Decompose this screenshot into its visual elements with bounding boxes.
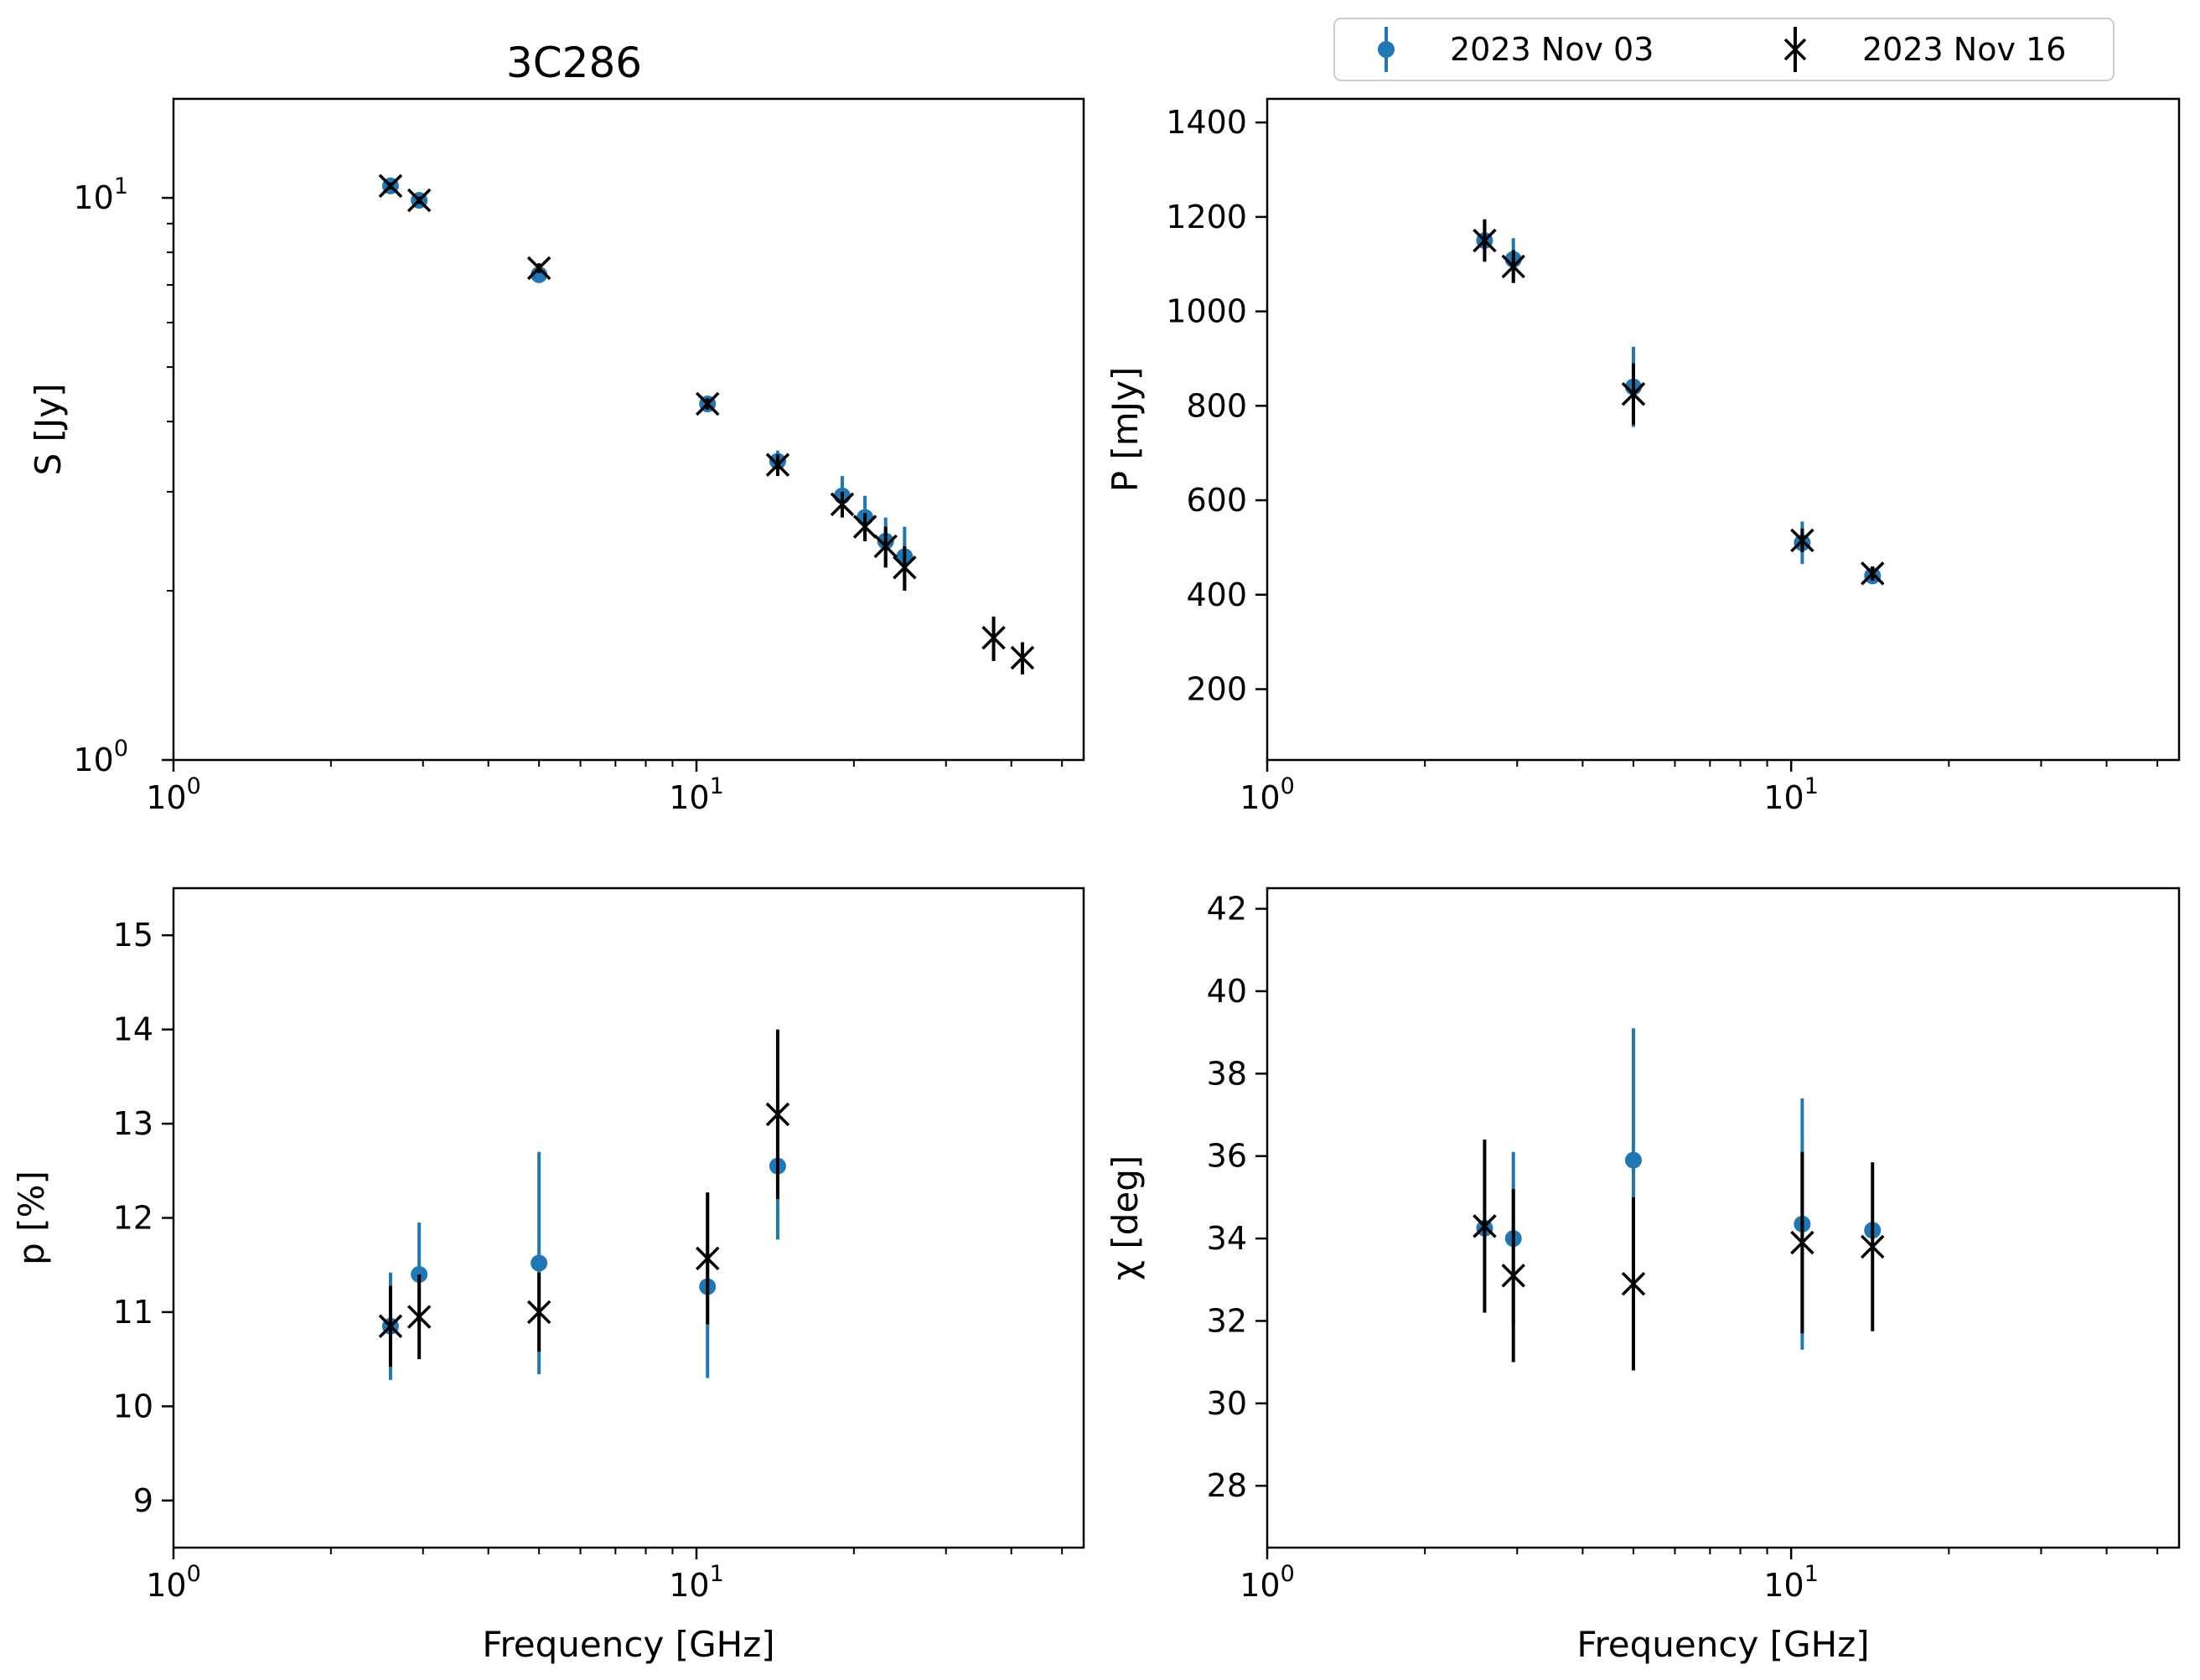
data-point [526, 256, 551, 281]
legend-box [1333, 18, 2115, 81]
y-tick-label: 100 [73, 736, 128, 778]
x-axis-label: Frequency [GHz] [1576, 1624, 1869, 1665]
y-ticks: 200 400 600 800 1000 1200 1400 [1166, 104, 1267, 707]
data-point [1473, 1214, 1497, 1238]
data-point [1621, 1271, 1646, 1296]
y-tick-label: 40 [1207, 973, 1247, 1010]
y-tick-label: 36 [1207, 1138, 1247, 1175]
data-point [695, 391, 720, 416]
data-point [1621, 381, 1646, 406]
plot-frame [172, 97, 1085, 762]
y-tick-label: 38 [1207, 1055, 1247, 1092]
y-tick-label: 13 [113, 1105, 153, 1142]
data-point [765, 1102, 790, 1127]
series-nov16 [378, 173, 1035, 675]
y-axis-label: χ [deg] [1105, 1155, 1146, 1281]
series-nov03 [381, 1092, 786, 1380]
y-tick-label: 28 [1207, 1467, 1247, 1504]
series-nov16 [1473, 1140, 1885, 1371]
data-point [1624, 1151, 1642, 1169]
y-tick-label: 800 [1186, 387, 1247, 424]
data-point [873, 534, 898, 559]
x-tick-label: 101 [669, 773, 724, 816]
series-nov16 [378, 1029, 790, 1367]
x-tick-label: 100 [1240, 773, 1295, 816]
data-point [406, 1305, 432, 1329]
data-point [1501, 254, 1525, 279]
data-point [830, 492, 855, 517]
y-tick-label: 15 [113, 917, 153, 954]
x-tick-label: 101 [1763, 1561, 1819, 1604]
data-point [406, 188, 432, 213]
data-point [765, 452, 790, 478]
data-point [526, 1300, 551, 1325]
y-tick-label: 30 [1207, 1385, 1247, 1422]
data-point [378, 1314, 403, 1339]
plot-frame [172, 887, 1085, 1549]
y-tick-label: 10 [113, 1388, 153, 1424]
y-ticks: 100 101 [73, 173, 173, 778]
x-tick-label: 101 [1763, 773, 1819, 816]
data-point [1790, 528, 1814, 553]
y-tick-label: 14 [113, 1011, 153, 1048]
legend-marker-nov16 [1783, 27, 1807, 72]
y-tick-label: 42 [1207, 891, 1247, 928]
data-point [378, 173, 403, 199]
y-tick-label: 11 [113, 1294, 153, 1331]
legend-label-nov03: 2023 Nov 03 [1450, 31, 1654, 68]
x-axis-label: Frequency [GHz] [482, 1624, 774, 1665]
series-nov03 [381, 177, 914, 592]
plot-frame [1266, 97, 2181, 762]
y-ticks: 28 30 32 34 36 38 40 42 [1207, 891, 1267, 1504]
data-point [1790, 1230, 1814, 1255]
y-tick-label: 101 [73, 173, 128, 216]
data-point [1010, 645, 1035, 670]
y-tick-label: 600 [1186, 482, 1247, 519]
data-point [695, 1246, 720, 1271]
data-point [1501, 1264, 1525, 1288]
y-ticks: 9 10 11 12 13 14 15 [113, 917, 173, 1519]
panel-flux: 100 101 100 101 S [Jy] [28, 97, 1085, 816]
data-point [852, 514, 877, 539]
x-ticks: 100 101 [1240, 760, 2159, 816]
x-tick-label: 100 [146, 1561, 201, 1604]
legend: 2023 Nov 03 2023 Nov 16 [1333, 18, 2115, 81]
y-tick-label: 400 [1186, 576, 1247, 613]
panel-polfrac: 100 101 9 10 11 12 13 14 15 p [%] Frequency [GHz] [11, 887, 1085, 1665]
series-nov03 [1476, 1028, 1882, 1350]
data-point [893, 556, 917, 580]
data-point [531, 1254, 548, 1272]
legend-marker-nov03 [1378, 27, 1395, 72]
data-point [1473, 228, 1497, 253]
y-tick-label: 34 [1207, 1220, 1247, 1257]
panel-evpa: 100 101 28 30 32 34 36 38 40 42 χ [deg] Frequency [… [1105, 887, 2181, 1665]
y-axis-label: S [Jy] [28, 383, 69, 475]
x-ticks: 100 101 [146, 1548, 1064, 1604]
y-axis-label: P [mJy] [1105, 367, 1146, 493]
legend-label-nov16: 2023 Nov 16 [1862, 31, 2066, 68]
x-ticks: 100 101 [1240, 1548, 2159, 1604]
data-point [981, 625, 1006, 650]
y-tick-label: 9 [133, 1482, 153, 1519]
y-tick-label: 1400 [1166, 104, 1247, 141]
x-tick-label: 100 [146, 773, 201, 816]
series-nov16 [1473, 219, 1885, 586]
x-tick-label: 101 [669, 1561, 724, 1604]
y-tick-label: 32 [1207, 1302, 1247, 1339]
y-tick-label: 200 [1186, 670, 1247, 707]
y-tick-label: 12 [113, 1200, 153, 1237]
x-ticks: 100 101 [146, 760, 1064, 816]
x-tick-label: 100 [1240, 1561, 1295, 1604]
y-axis-label: p [%] [11, 1171, 52, 1265]
panel-polflux: 100 101 200 400 600 800 1000 1200 1400 P [mJy] [1105, 97, 2181, 816]
figure-title: 3C286 [506, 39, 642, 87]
plot-frame [1266, 887, 2181, 1549]
y-tick-label: 1000 [1166, 293, 1247, 330]
data-point [1861, 1234, 1885, 1259]
series-nov03 [1476, 221, 1882, 585]
y-tick-label: 1200 [1166, 199, 1247, 235]
data-point [1861, 561, 1885, 586]
